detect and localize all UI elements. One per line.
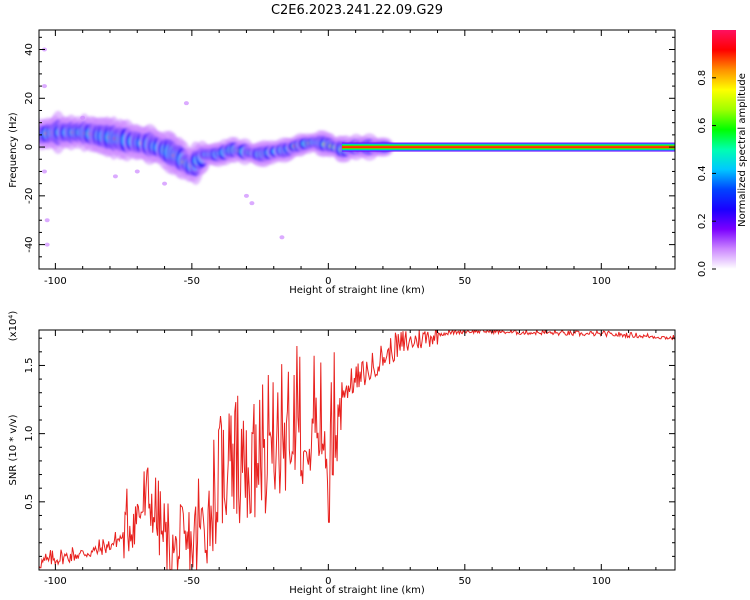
- colorbar-tick-label: 0.8: [697, 70, 708, 86]
- colorbar-label: Normalized spectral amplitude: [737, 73, 748, 227]
- x-tick-label: 0: [325, 576, 331, 587]
- spectrogram-ylabel: Frequency (Hz): [8, 112, 19, 188]
- y-tick-label: -20: [24, 188, 35, 204]
- spectrogram-panel: -100 -50 0 50 100 -40 -20 0 20 40 Height of strai…: [8, 29, 676, 296]
- spectrogram-speckle: [41, 84, 47, 89]
- snr-xlabel: Height of straight line (km): [289, 585, 425, 596]
- x-tick-label: -100: [44, 276, 67, 287]
- colorbar-tick-label: 0.6: [697, 118, 708, 134]
- y-tick-label: 0: [24, 144, 35, 150]
- colorbar: 0.0 0.2 0.4 0.6 0.8 Normalized spectral ampl…: [697, 30, 748, 277]
- spectrogram-speckle: [112, 174, 118, 179]
- x-tick-label: -100: [44, 576, 67, 587]
- y-tick-label: 1.5: [24, 358, 35, 374]
- spectrogram-ticks: -100 -50 0 50 100 -40 -20 0 20 40: [24, 30, 675, 287]
- spectrogram-speckle: [44, 242, 50, 247]
- spectrogram-speckle: [162, 181, 168, 186]
- snr-panel: -100 -50 0 50 100 0.5 1.0 1.5 Height of straigh…: [8, 311, 676, 596]
- spectrogram-speckle: [41, 169, 47, 174]
- spectrogram-xlabel: Height of straight line (km): [289, 285, 425, 296]
- y-tick-label: 20: [24, 92, 35, 105]
- spectrogram-speckle: [80, 115, 86, 120]
- spectrogram-speckle: [44, 218, 50, 223]
- colorbar-ticks: 0.0 0.2 0.4 0.6 0.8: [697, 70, 716, 277]
- spectrogram-speckle: [134, 169, 140, 174]
- y-tick-label: 0.5: [24, 494, 35, 510]
- x-tick-label: -50: [184, 276, 200, 287]
- spectrogram-speckle: [243, 193, 249, 198]
- spectrogram-blobs: [39, 110, 395, 185]
- colorbar-tick-label: 0.0: [697, 261, 708, 277]
- snr-ticks: -100 -50 0 50 100 0.5 1.0 1.5: [24, 330, 675, 587]
- snr-plot-area: [39, 330, 675, 570]
- spectrogram-speckle: [279, 235, 285, 240]
- y-tick-label: 40: [24, 43, 35, 56]
- spectrogram-speckle: [249, 201, 255, 206]
- figure-title: C2E6.2023.241.22.09.G29: [271, 3, 443, 18]
- spectrogram-steady-band: [341, 146, 675, 148]
- spectrogram-speckle: [183, 101, 189, 106]
- x-tick-label: 50: [458, 276, 471, 287]
- spectrogram-heat-layer: [39, 47, 675, 247]
- y-tick-label: 1.0: [24, 426, 35, 442]
- x-tick-label: 50: [458, 576, 471, 587]
- x-tick-label: 100: [592, 276, 611, 287]
- x-tick-label: 0: [325, 276, 331, 287]
- spectrogram-frame: [38, 29, 676, 270]
- snr-ylabel: SNR (10 * v/v): [8, 414, 19, 485]
- x-tick-label: 100: [592, 576, 611, 587]
- snr-scale-label: (x10⁴): [8, 311, 19, 342]
- snr-frame: [38, 329, 676, 571]
- x-tick-label: -50: [184, 576, 200, 587]
- colorbar-gradient: [712, 30, 736, 269]
- y-tick-label: -40: [24, 236, 35, 252]
- colorbar-tick-label: 0.2: [697, 213, 708, 229]
- colorbar-tick-label: 0.4: [697, 165, 708, 181]
- snr-line: [39, 330, 675, 570]
